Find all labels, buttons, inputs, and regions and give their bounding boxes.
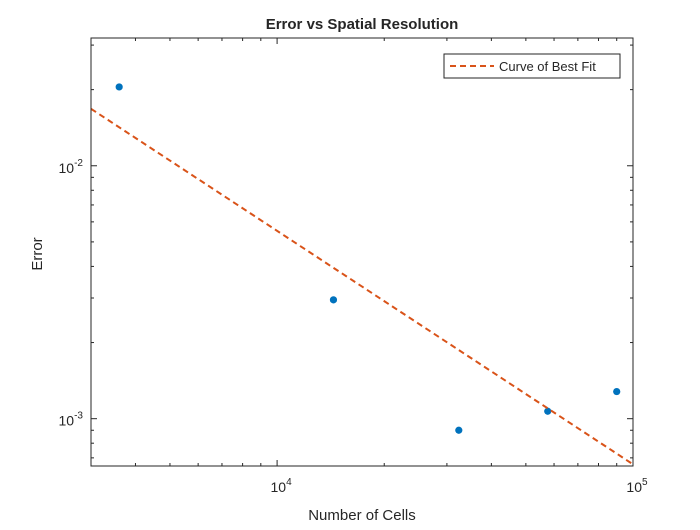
axes-box	[90, 37, 634, 467]
data-point	[455, 426, 463, 434]
data-point	[115, 83, 123, 91]
chart-title: Error vs Spatial Resolution	[266, 16, 459, 33]
y-axis-label: Error	[29, 237, 46, 270]
x-axis-label: Number of Cells	[308, 507, 416, 524]
legend-label-best-fit: Curve of Best Fit	[499, 59, 596, 74]
x-tick-label: 105	[626, 477, 648, 495]
data-point	[613, 387, 621, 396]
x-tick-label: 104	[271, 477, 293, 495]
y-tick-label: 10-3	[59, 411, 84, 429]
y-tick-label: 10-2	[59, 158, 84, 176]
axes: 104 105 10-2 10-3	[59, 37, 648, 495]
plot-area	[91, 83, 633, 466]
legend: Curve of Best Fit	[443, 53, 621, 79]
data-point	[329, 296, 338, 304]
data-point	[544, 407, 552, 415]
best-fit-line	[91, 107, 633, 466]
